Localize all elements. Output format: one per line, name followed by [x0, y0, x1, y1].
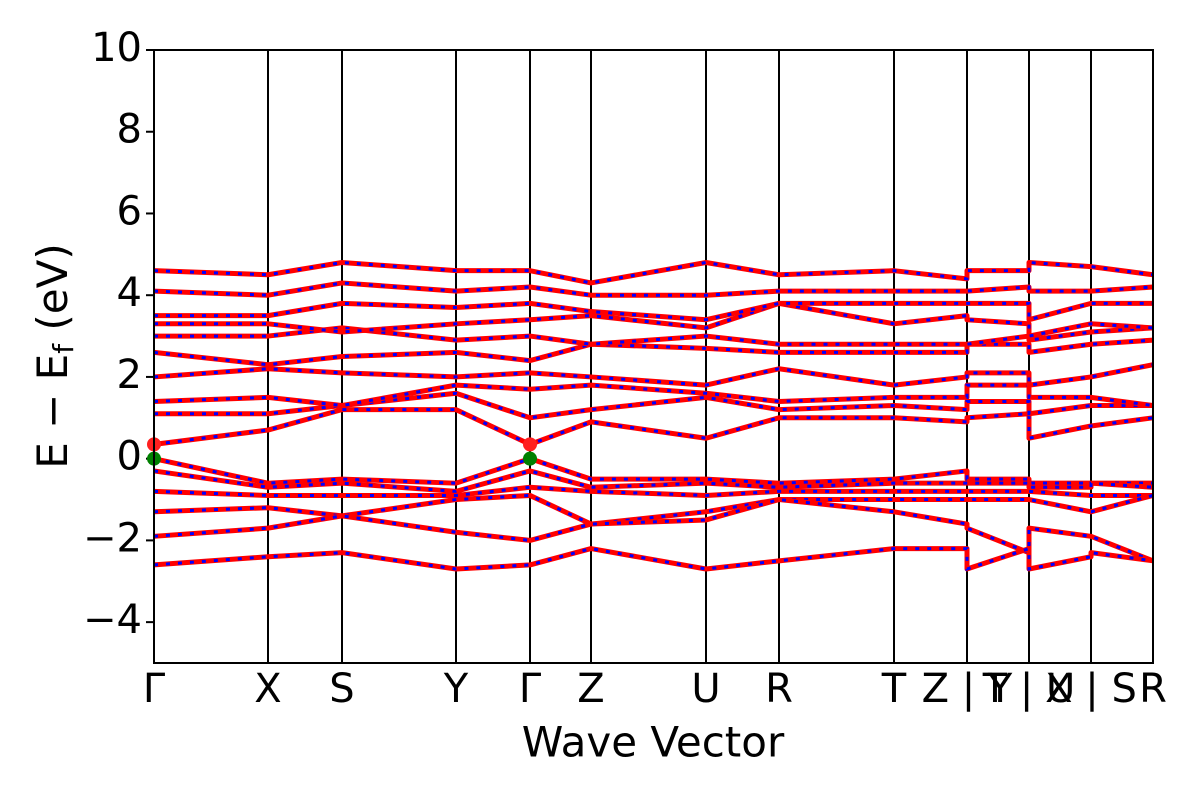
x-tick-label: X | S — [1045, 666, 1137, 712]
y-tick-label: 2 — [117, 352, 142, 398]
y-label-part: E − E — [28, 354, 77, 469]
y-label-part: (eV) — [28, 243, 77, 344]
y-axis-label: E − Ef (eV) — [28, 243, 81, 469]
y-tick-label: −4 — [83, 597, 142, 643]
x-tick-label: X — [254, 666, 281, 712]
x-tick-label: R — [765, 666, 793, 712]
band-line — [153, 382, 1154, 409]
band-line — [153, 497, 1154, 564]
x-tick-label: R — [1139, 666, 1167, 712]
y-tick-label: −2 — [83, 515, 142, 561]
x-tick-label: Y — [443, 666, 469, 712]
x-axis-label: Wave Vector — [522, 718, 785, 767]
band-line-dashed — [153, 281, 1154, 297]
extremum-point — [523, 437, 537, 452]
y-tick-label: 6 — [117, 188, 142, 234]
y-tick-label: 8 — [117, 107, 142, 153]
x-tick-label: Γ — [143, 666, 166, 712]
band-line-dashed — [153, 485, 1153, 497]
band-line — [154, 390, 1153, 421]
x-tick-label: Z — [577, 666, 604, 712]
band-line — [153, 546, 1154, 572]
x-tick-label: U — [691, 666, 720, 712]
band-line-dashed — [153, 457, 1153, 485]
x-tick-label: T — [881, 666, 907, 712]
band-line — [153, 337, 1154, 368]
y-tick-label: 4 — [117, 270, 142, 316]
extremum-point — [523, 451, 537, 466]
x-tick-label: Z | Y — [922, 666, 1013, 712]
plot-frame — [153, 49, 1154, 664]
band-line-dashed — [153, 469, 1154, 493]
band-line-dashed — [153, 408, 1154, 446]
band-line — [153, 260, 1154, 286]
x-tick-label: Γ — [519, 666, 542, 712]
y-tick-label: 10 — [91, 25, 142, 71]
x-tick-label: T | U — [982, 666, 1076, 712]
y-label-sub: f — [47, 343, 80, 354]
y-tick-label: 0 — [117, 434, 142, 480]
band-line-dashed — [153, 363, 1154, 387]
x-tick-label: S — [329, 666, 354, 712]
band-line-dashed — [154, 301, 1153, 322]
